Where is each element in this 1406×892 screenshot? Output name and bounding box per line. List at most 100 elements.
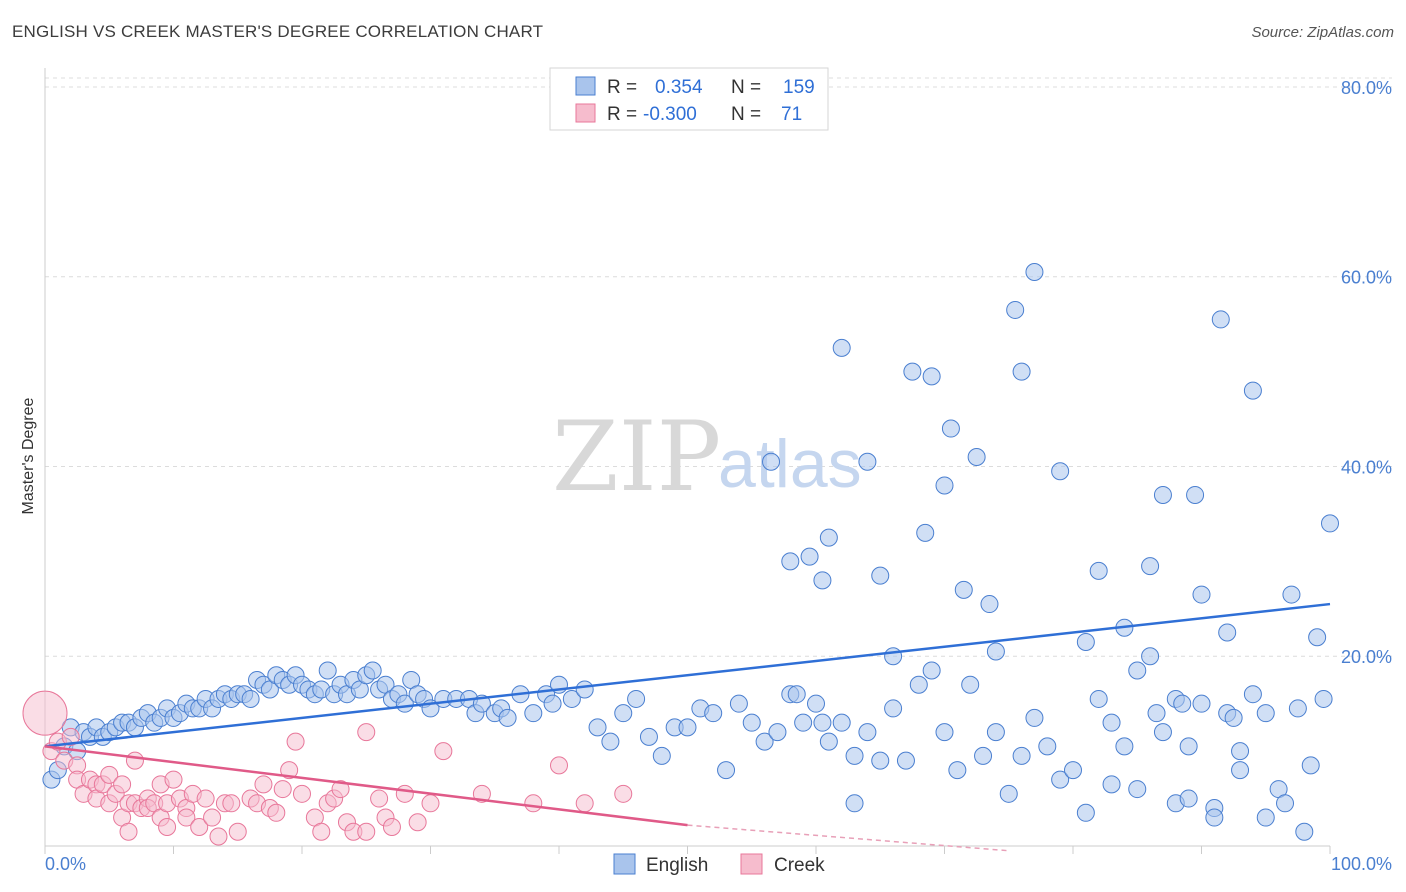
creek-point: [550, 756, 568, 775]
english-point: [845, 794, 864, 813]
creek-point: [421, 794, 440, 813]
creek-point: [370, 789, 389, 808]
english-point: [800, 547, 819, 566]
english-point: [1064, 761, 1082, 780]
english-point: [1173, 694, 1192, 713]
english-point: [871, 566, 890, 585]
english-point: [832, 338, 851, 357]
english-point: [755, 732, 774, 751]
english-point: [1231, 761, 1250, 780]
creek-point: [196, 789, 215, 808]
creek-trend-line: [44, 745, 688, 827]
x-tick-labels: 0.0% 100.0%: [45, 854, 1392, 874]
english-point: [1102, 713, 1121, 732]
english-point: [1038, 737, 1057, 756]
english-point: [999, 784, 1018, 803]
english-point: [1295, 822, 1314, 841]
english-point: [1141, 557, 1160, 576]
creek-point: [177, 808, 196, 827]
creek-point: [100, 765, 119, 784]
creek-point: [125, 751, 144, 770]
top-legend: R = 0.354 N = 159 R = -0.300 N = 71: [549, 67, 829, 131]
english-point: [241, 689, 260, 708]
creek-point: [408, 813, 427, 832]
english-point: [1211, 310, 1230, 329]
english-point: [639, 727, 658, 746]
creek-point: [331, 780, 350, 799]
x-tick-label: 0.0%: [45, 854, 86, 874]
y-tick-labels: 20.0% 40.0% 60.0% 80.0%: [1341, 78, 1392, 667]
legend-english-n-value: 159: [783, 77, 815, 98]
english-point: [363, 661, 382, 680]
source-label: Source: ZipAtlas.com: [1251, 24, 1394, 41]
english-point: [1115, 737, 1134, 756]
creek-point: [228, 822, 247, 841]
english-point: [986, 723, 1005, 742]
watermark-zip: ZIP: [552, 401, 721, 513]
english-point: [1089, 689, 1108, 708]
creek-point: [524, 794, 543, 813]
creek-point: [254, 775, 273, 794]
english-point: [1006, 300, 1025, 319]
english-point: [1224, 708, 1243, 727]
english-point: [980, 595, 999, 614]
creek-point: [190, 818, 209, 837]
english-point: [498, 708, 517, 727]
english-point: [1243, 381, 1262, 400]
english-point: [717, 761, 736, 780]
english-point: [1256, 704, 1275, 723]
bottom-legend-english-swatch: [613, 853, 636, 875]
english-point: [813, 713, 832, 732]
english-point: [935, 723, 954, 742]
english-point: [1321, 514, 1339, 533]
creek-point: [164, 770, 183, 789]
english-point: [916, 523, 935, 542]
english-point: [884, 699, 903, 718]
creek-point: [158, 818, 177, 837]
creek-point: [382, 818, 401, 837]
english-point: [922, 661, 941, 680]
bottom-legend-creek-swatch: [740, 853, 763, 875]
english-point: [781, 552, 800, 571]
english-point: [845, 746, 864, 765]
english-point: [1128, 661, 1147, 680]
english-point: [819, 528, 838, 547]
english-point: [588, 718, 607, 737]
english-point: [678, 718, 697, 737]
bottom-legend-creek-label: Creek: [774, 855, 825, 876]
english-point: [1192, 694, 1211, 713]
creek-trend-extension: [687, 824, 1009, 852]
english-point: [986, 642, 1005, 661]
english-point: [807, 694, 825, 713]
english-point: [1089, 561, 1108, 580]
bottom-legend-english-label: English: [646, 855, 708, 876]
creek-point: [357, 822, 376, 841]
creek-point: [575, 794, 594, 813]
english-point: [896, 751, 915, 770]
creek-point: [286, 732, 305, 751]
watermark-atlas: atlas: [718, 426, 862, 502]
english-point: [562, 689, 581, 708]
english-point: [787, 685, 806, 704]
english-point: [1051, 462, 1070, 481]
english-point: [1147, 704, 1166, 723]
trend-lines: [44, 602, 1331, 852]
english-point: [954, 580, 973, 599]
english-point: [935, 476, 954, 495]
legend-creek-n-value: 71: [781, 104, 802, 125]
creek-point: [280, 761, 299, 780]
english-point: [1025, 262, 1044, 281]
english-point: [1186, 485, 1205, 504]
legend-box: [549, 67, 829, 131]
english-point: [1192, 585, 1211, 604]
legend-english-n-label: N =: [731, 77, 761, 98]
creek-point: [203, 808, 222, 827]
english-point: [1282, 585, 1301, 604]
english-point: [813, 571, 832, 590]
english-point: [967, 448, 986, 466]
legend-creek-r-value: -0.300: [643, 104, 697, 125]
creek-point: [61, 727, 80, 746]
english-point: [1308, 628, 1327, 647]
creek-point: [209, 827, 228, 846]
